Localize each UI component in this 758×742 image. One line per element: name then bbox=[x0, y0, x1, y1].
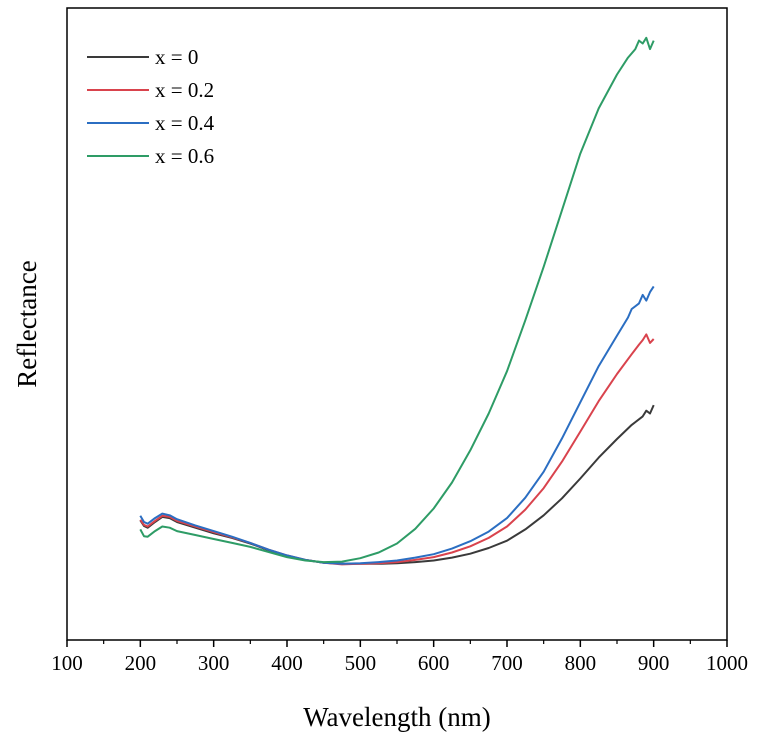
series-lines bbox=[139, 36, 655, 566]
series-line-1 bbox=[139, 333, 655, 566]
legend-label-0: x = 0 bbox=[155, 45, 198, 69]
x-tick-label-300: 300 bbox=[198, 651, 230, 675]
x-tick-label-500: 500 bbox=[345, 651, 377, 675]
series-line-2 bbox=[139, 285, 655, 565]
plot-frame bbox=[66, 7, 728, 641]
x-tick-label-1000: 1000 bbox=[706, 651, 748, 675]
x-tick-label-600: 600 bbox=[418, 651, 450, 675]
x-tick-label-400: 400 bbox=[271, 651, 303, 675]
legend: x = 0 x = 0.2 x = 0.4 x = 0.6 bbox=[87, 45, 215, 168]
legend-label-2: x = 0.4 bbox=[155, 111, 215, 135]
x-tick-label-100: 100 bbox=[51, 651, 83, 675]
x-axis-label: Wavelength (nm) bbox=[303, 702, 491, 732]
x-tick-label-900: 900 bbox=[638, 651, 670, 675]
x-axis-tick-labels: 100 200 300 400 500 600 700 800 900 1000 bbox=[51, 651, 748, 675]
x-axis-ticks bbox=[66, 640, 728, 647]
legend-label-1: x = 0.2 bbox=[155, 78, 214, 102]
series-line-3 bbox=[139, 36, 655, 564]
x-tick-label-800: 800 bbox=[565, 651, 597, 675]
x-tick-label-700: 700 bbox=[491, 651, 523, 675]
y-axis-label: Reflectance bbox=[12, 260, 42, 387]
x-tick-label-200: 200 bbox=[125, 651, 157, 675]
legend-label-3: x = 0.6 bbox=[155, 144, 214, 168]
